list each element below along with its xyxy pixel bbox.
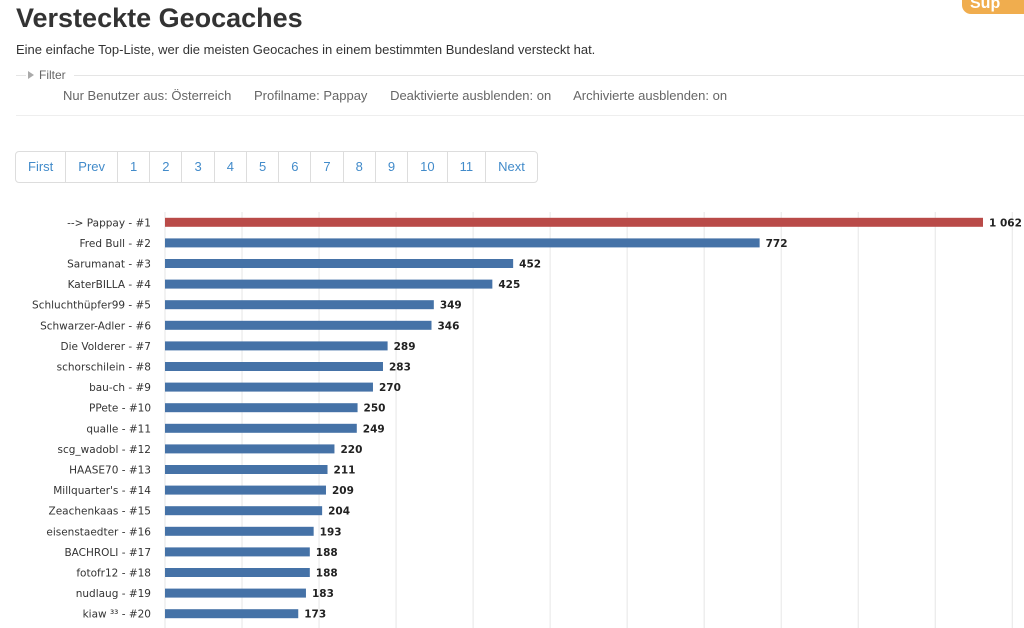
- pagination-page-1[interactable]: 1: [117, 152, 149, 182]
- data-label: 425: [498, 279, 520, 291]
- section-divider: [16, 115, 1024, 116]
- chart-bar[interactable]: [165, 341, 388, 351]
- pagination-page-2[interactable]: 2: [149, 152, 181, 182]
- category-label: HAASE70 - #13: [69, 465, 151, 477]
- category-label: kiaw ³³ - #20: [83, 609, 151, 621]
- data-label: 173: [304, 609, 326, 621]
- pagination-next[interactable]: Next: [485, 152, 537, 182]
- chart-bar[interactable]: [165, 547, 310, 557]
- chart-bar[interactable]: [165, 609, 299, 619]
- data-label: 772: [766, 238, 788, 250]
- category-label: Millquarter's - #14: [53, 485, 151, 497]
- pagination: First Prev 1 2 3 4 5 6 7 8 9 10 11 Next: [15, 151, 538, 183]
- chart-bar[interactable]: [165, 382, 373, 392]
- pagination-page-4[interactable]: 4: [213, 152, 246, 182]
- chart-bar[interactable]: [165, 485, 326, 495]
- chart-bar[interactable]: [165, 568, 310, 577]
- data-label: 249: [363, 423, 385, 435]
- data-label: 349: [440, 300, 462, 312]
- filter-divider-right: [74, 75, 1024, 76]
- chart-bar[interactable]: [165, 403, 358, 413]
- category-label: --> Pappay - #1: [67, 217, 151, 229]
- category-label: PPete - #10: [89, 403, 151, 415]
- category-label: bau-ch - #9: [89, 382, 151, 394]
- chart-bar[interactable]: [165, 279, 493, 289]
- pagination-page-6[interactable]: 6: [278, 152, 310, 182]
- category-label: schorschilein - #8: [57, 362, 151, 374]
- category-label: scg_wadobl - #12: [58, 444, 151, 456]
- pagination-page-5[interactable]: 5: [245, 152, 278, 182]
- filter-section: Filter: [16, 68, 1024, 82]
- triangle-right-icon: [28, 71, 34, 79]
- category-label: Schwarzer-Adler - #6: [40, 320, 151, 332]
- pagination-prev[interactable]: Prev: [65, 152, 117, 182]
- filter-deactivated: Deaktivierte ausblenden: on: [390, 88, 552, 103]
- data-label: 250: [364, 403, 386, 415]
- data-label: 188: [316, 568, 338, 580]
- chart-bar[interactable]: [165, 444, 335, 454]
- data-label: 283: [389, 362, 411, 374]
- category-label: nudlaug - #19: [76, 588, 151, 600]
- filter-label: Filter: [39, 68, 66, 82]
- category-label: Fred Bull - #2: [80, 238, 151, 250]
- category-label: fotofr12 - #18: [76, 568, 151, 580]
- filter-profile: Profilname: Pappay: [253, 88, 368, 103]
- bar-chart: --> Pappay - #1 1 062 Fred Bull - #2 772 Sar…: [32, 212, 1022, 628]
- data-label: 209: [332, 485, 354, 497]
- category-label: qualle - #11: [86, 423, 151, 435]
- data-label: 204: [328, 506, 350, 518]
- data-label: 346: [438, 320, 460, 332]
- page-subtitle: Eine einfache Top-Liste, wer die meisten…: [16, 42, 596, 57]
- chart-bar[interactable]: [165, 320, 432, 330]
- category-label: BACHROLI - #17: [64, 547, 151, 559]
- chart-bar[interactable]: [165, 362, 383, 371]
- data-label: 211: [334, 465, 356, 477]
- pagination-page-10[interactable]: 10: [407, 152, 446, 182]
- data-label: 1 062: [989, 217, 1022, 229]
- data-label: 289: [394, 341, 416, 353]
- filter-values: Nur Benutzer aus: Österreich Profilname:…: [63, 88, 746, 103]
- data-label: 183: [312, 588, 334, 600]
- data-label: 220: [340, 444, 362, 456]
- chart-bar[interactable]: [165, 526, 314, 536]
- chart-bar[interactable]: [165, 238, 760, 248]
- category-label: Die Volderer - #7: [61, 341, 151, 353]
- chart-bar[interactable]: [165, 217, 983, 227]
- corner-badge[interactable]: Sup: [962, 0, 1024, 14]
- data-label: 193: [320, 526, 342, 538]
- chart-bar[interactable]: [165, 300, 434, 310]
- data-label: 188: [316, 547, 338, 559]
- chart-bar[interactable]: [165, 465, 328, 474]
- pagination-page-3[interactable]: 3: [181, 152, 213, 182]
- pagination-first[interactable]: First: [28, 159, 54, 174]
- chart-bar[interactable]: [165, 259, 514, 268]
- chart-bar[interactable]: [165, 506, 323, 516]
- category-label: Sarumanat - #3: [67, 259, 151, 271]
- filter-country: Nur Benutzer aus: Österreich: [63, 88, 232, 103]
- pagination-page-8[interactable]: 8: [342, 152, 375, 182]
- category-label: Schluchthüpfer99 - #5: [32, 300, 151, 312]
- data-label: 452: [519, 259, 541, 271]
- filter-archived: Archivierte ausblenden: on: [573, 88, 728, 103]
- category-label: KaterBILLA - #4: [68, 279, 152, 291]
- pagination-page-7[interactable]: 7: [310, 152, 342, 182]
- category-label: eisenstaedter - #16: [46, 526, 151, 538]
- data-label: 270: [379, 382, 401, 394]
- category-label: Zeachenkaas - #15: [49, 506, 152, 518]
- chart-bar[interactable]: [165, 588, 306, 598]
- pagination-page-9[interactable]: 9: [374, 152, 407, 182]
- pagination-page-11[interactable]: 11: [446, 152, 486, 182]
- chart-bar[interactable]: [165, 423, 357, 433]
- page-title: Versteckte Geocaches: [16, 3, 303, 33]
- filter-divider-left: [16, 75, 26, 76]
- filter-toggle[interactable]: Filter: [28, 68, 66, 82]
